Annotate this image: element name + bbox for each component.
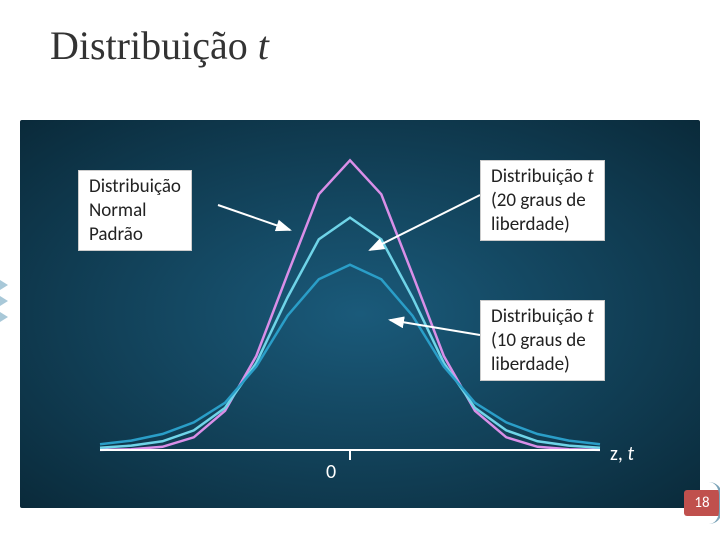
chart-panel: DistribuiçãoNormalPadrão Distribuição t(… (20, 120, 700, 508)
label-line: (20 graus de (491, 189, 594, 213)
title-text: Distribuição (50, 23, 258, 68)
label-t10: Distribuição t(10 graus deliberdade) (480, 300, 605, 381)
label-line: liberdade) (491, 353, 594, 377)
title-italic: t (258, 23, 269, 68)
bullet-icon (0, 312, 8, 322)
axis-title: z, t (610, 442, 634, 466)
label-line: liberdade) (491, 213, 594, 237)
axis-title-prefix: z, (610, 442, 627, 466)
label-line: Normal (89, 199, 181, 223)
bullet-icon (0, 280, 8, 290)
axis-title-italic: t (627, 442, 634, 466)
label-line: Distribuição t (491, 165, 594, 189)
side-bullets (0, 280, 8, 322)
label-t20: Distribuição t(20 graus deliberdade) (480, 160, 605, 241)
callout-arrow (218, 205, 290, 230)
label-line: Distribuição (89, 175, 181, 199)
page-number: 18 (694, 494, 709, 512)
label-normal: DistribuiçãoNormalPadrão (78, 170, 192, 251)
label-line: (10 graus de (491, 329, 594, 353)
axis-zero: 0 (326, 460, 336, 484)
slide-title: Distribuição t (50, 22, 269, 69)
label-line: Padrão (89, 223, 181, 247)
callout-arrow (370, 195, 480, 250)
page-number-badge: 18 (684, 490, 720, 516)
label-line: Distribuição t (491, 305, 594, 329)
bullet-icon (0, 296, 8, 306)
